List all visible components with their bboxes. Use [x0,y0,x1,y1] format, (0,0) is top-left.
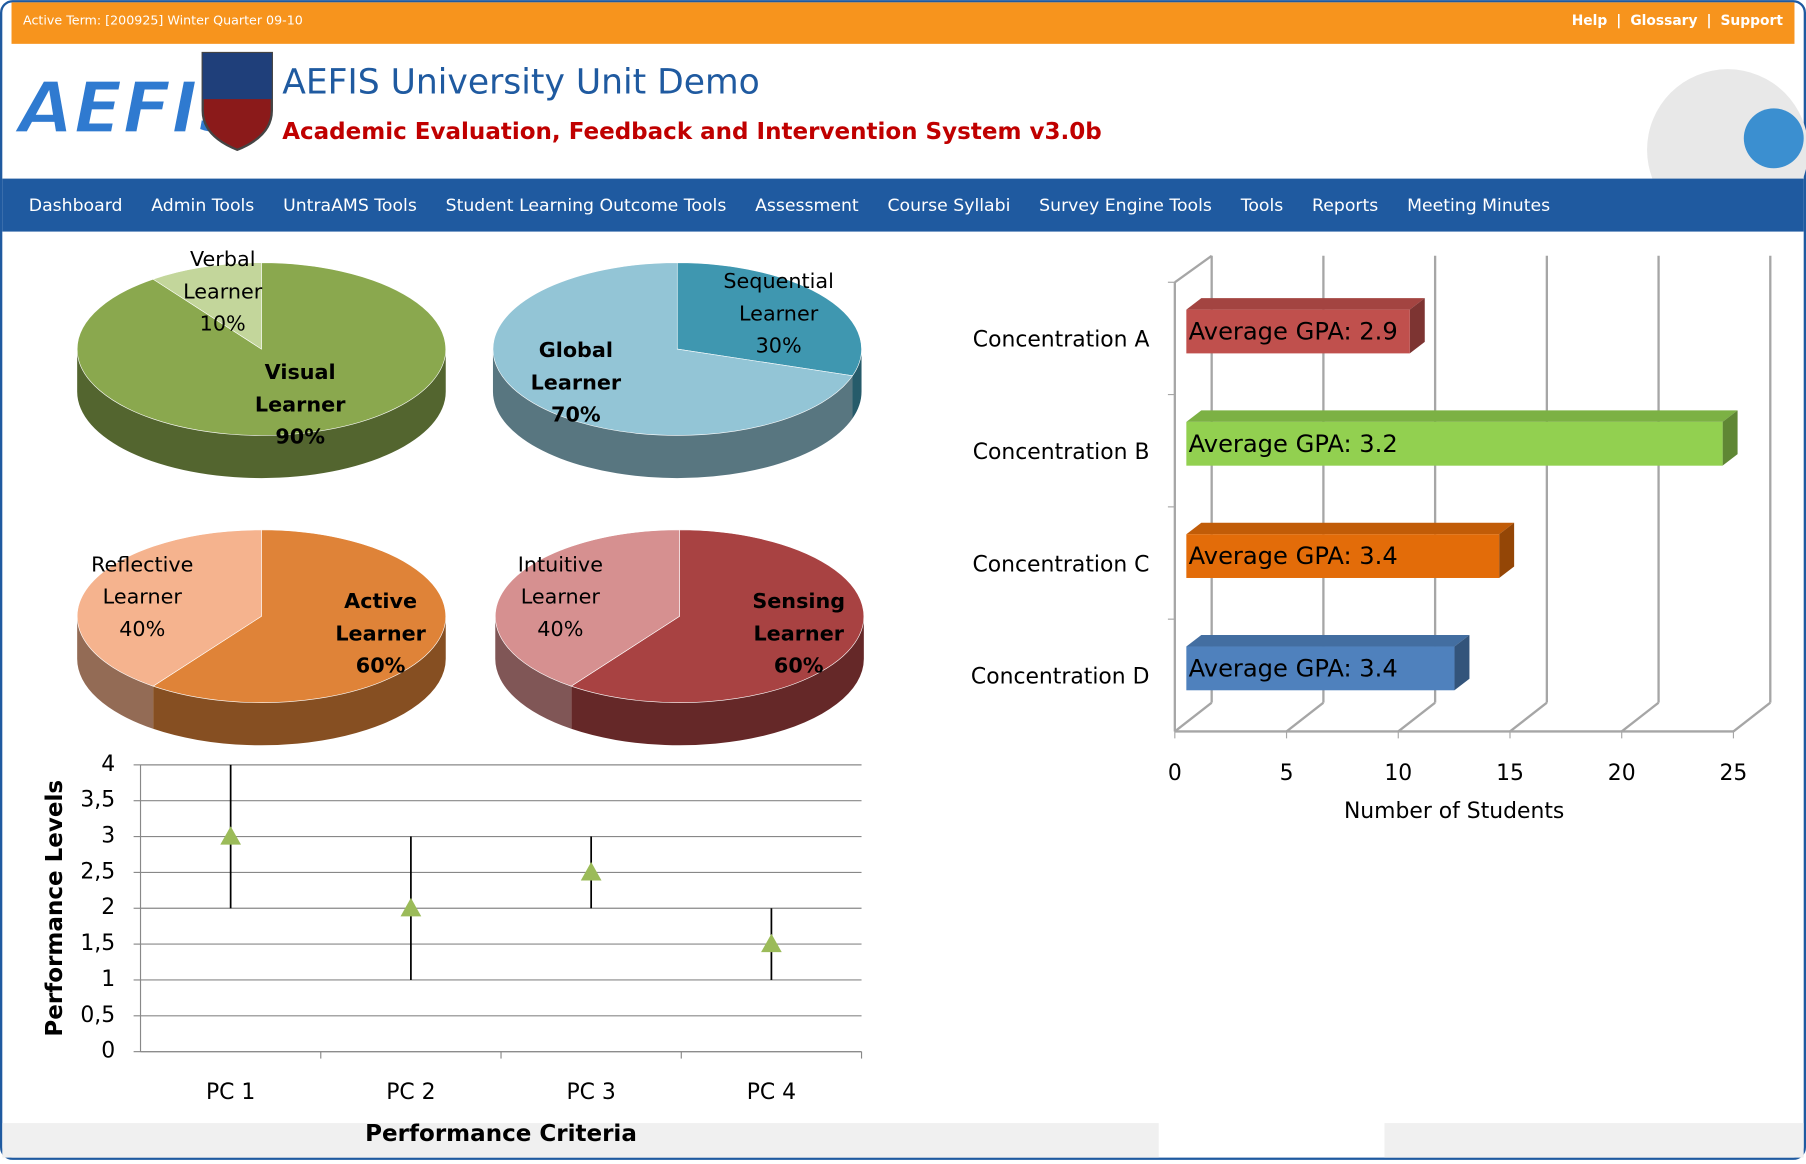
x-tick-label: 5 [1280,761,1294,786]
y-axis-title: Performance Levels [42,780,68,1037]
y-tick-label: Concentration A [973,328,1150,353]
slice-value: 40% [119,614,165,646]
bar-label: Average GPA: 3.4 [1189,542,1398,570]
link-separator: | [1706,13,1711,29]
screen: Active Term: [200925] Winter Quarter 09-… [0,0,1806,1160]
bar-top [1186,298,1424,310]
nav-item[interactable]: Dashboard [29,196,123,216]
x-tick-label: 10 [1384,761,1412,786]
pie-label-box: Intuitive Learner40% [485,546,635,650]
slice-value: 40% [537,614,583,646]
slice-name: Reflective Learner [67,550,217,615]
active-term: Active Term: [200925] Winter Quarter 09-… [23,12,303,27]
bar-top [1186,635,1469,647]
y-tick-label: Concentration B [973,440,1150,465]
y-tick-label: 3,5 [80,788,115,813]
x-tick-label: PC 4 [747,1080,796,1105]
x-tick-label: PC 1 [206,1080,255,1105]
footer-strip [1384,1123,1803,1158]
nav-item[interactable]: Admin Tools [151,196,254,216]
y-tick-label: 1,5 [80,931,115,956]
slice-value: 60% [356,651,406,683]
nav-item[interactable]: Student Learning Outcome Tools [446,196,727,216]
nav-item[interactable]: Tools [1240,196,1284,216]
bar-label: Average GPA: 3.4 [1189,655,1398,683]
link-separator: | [1616,13,1621,29]
bar-top [1186,410,1737,422]
nav-item[interactable]: Assessment [755,196,859,216]
top-link[interactable]: Help [1572,13,1608,29]
top-link[interactable]: Support [1720,13,1783,29]
y-tick-label: Concentration C [972,552,1149,577]
slice-name: Intuitive Learner [485,550,635,615]
slice-name: Visual Learner [225,357,375,422]
top-links: Support | Glossary | Help [1572,13,1784,29]
slice-name: Verbal Learner [148,245,298,309]
nav-item[interactable]: Meeting Minutes [1407,196,1550,216]
bar-label: Average GPA: 3.2 [1189,430,1398,458]
x-tick-label: 15 [1496,761,1524,786]
pie-label-box: Visual Learner90% [225,353,375,457]
slice-value: 10% [200,309,246,341]
nav-item[interactable]: Reports [1312,196,1378,216]
gear-icon [1744,108,1804,168]
x-axis-title: Performance Criteria [365,1121,637,1147]
y-tick-label: Concentration D [971,665,1150,690]
x-axis-title: Number of Students [1344,799,1564,824]
x-tick-label: 25 [1720,761,1748,786]
slice-value: 70% [551,400,601,432]
pie-label-box: Global Learner70% [501,332,651,436]
app-subtitle: Academic Evaluation, Feedback and Interv… [282,119,1102,145]
slice-name: Sequential Learner [704,266,854,331]
shield-top [203,53,272,99]
y-tick-label: 2,5 [80,859,115,884]
page: Active Term: [200925] Winter Quarter 09-… [0,0,1806,1160]
y-tick-label: 4 [101,752,115,777]
y-tick-label: 3 [101,824,115,849]
y-tick-label: 1 [101,967,115,992]
nav-item[interactable]: Survey Engine Tools [1039,196,1212,216]
x-tick-label: 20 [1608,761,1636,786]
app-title: AEFIS University Unit Demo [282,63,760,103]
slice-value: 90% [275,421,325,453]
slice-value: 30% [756,331,802,363]
y-tick-label: 0 [101,1039,115,1064]
x-tick-label: PC 2 [386,1080,435,1105]
slice-value: 60% [774,651,824,683]
y-tick-label: 0,5 [80,1003,115,1028]
bar-top [1186,523,1514,535]
y-tick-label: 2 [101,895,115,920]
x-tick-label: 0 [1168,761,1182,786]
slice-name: Sensing Learner [724,586,874,651]
slice-name: Global Learner [501,335,651,400]
top-link[interactable]: Glossary [1630,13,1697,29]
x-tick-label: PC 3 [566,1080,615,1105]
nav-item[interactable]: Course Syllabi [888,196,1011,216]
slice-name: Active Learner [306,586,456,651]
nav-item[interactable]: UntraAMS Tools [283,196,417,216]
bar-label: Average GPA: 2.9 [1189,318,1398,346]
